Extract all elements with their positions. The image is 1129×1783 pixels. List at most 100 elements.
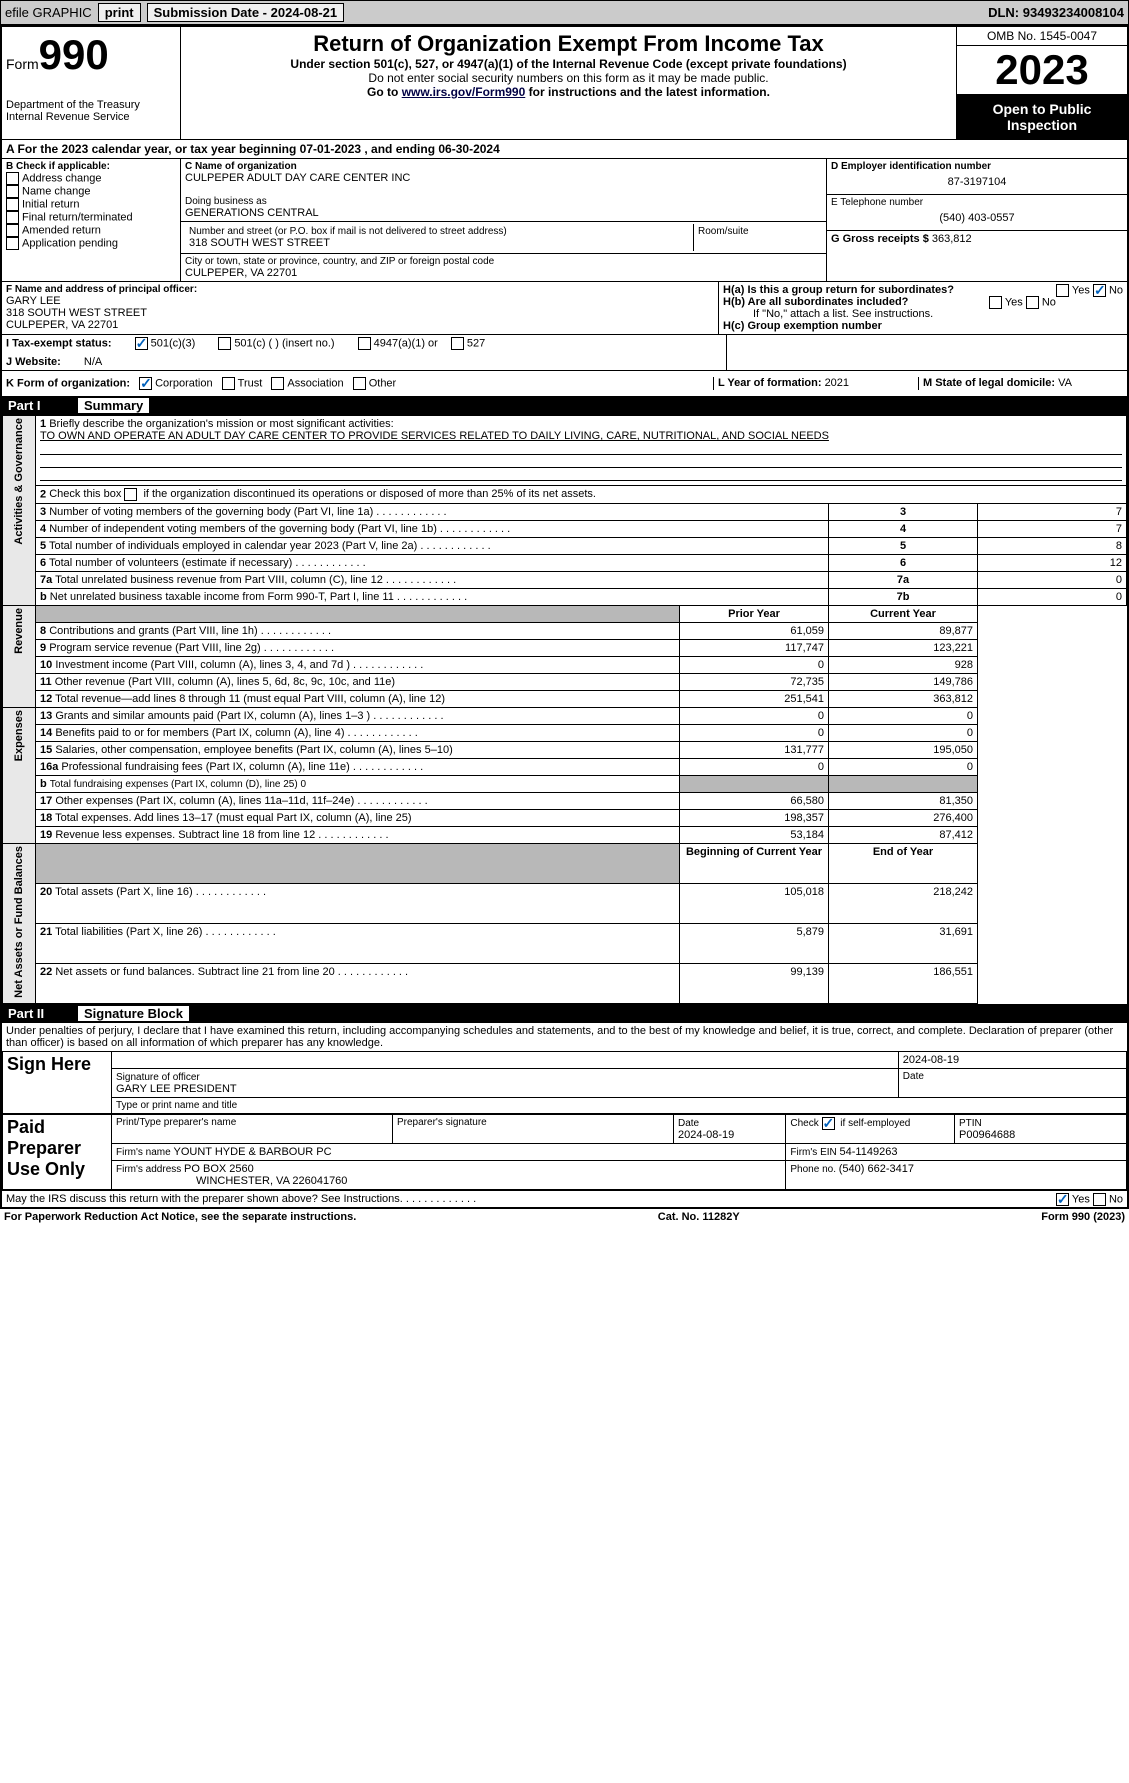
firm-phone-label: Phone no.	[790, 1164, 838, 1175]
address-change-checkbox[interactable]	[6, 172, 19, 185]
line21-prior: 5,879	[680, 923, 829, 963]
line8-prior: 61,059	[680, 623, 829, 640]
ptin-label: PTIN	[959, 1118, 982, 1129]
irs-link[interactable]: www.irs.gov/Form990	[402, 85, 526, 99]
form-header: Form990 Department of the Treasury Inter…	[2, 27, 1127, 139]
submission-date: Submission Date - 2024-08-21	[147, 3, 345, 22]
efile-label: efile GRAPHIC	[5, 5, 92, 20]
ha-yes-checkbox[interactable]	[1056, 284, 1069, 297]
501c-checkbox[interactable]	[218, 337, 231, 350]
4947-checkbox[interactable]	[358, 337, 371, 350]
line2: Check this box if the organization disco…	[49, 488, 596, 500]
initial-return-checkbox[interactable]	[6, 198, 19, 211]
paperwork-notice: For Paperwork Reduction Act Notice, see …	[4, 1211, 356, 1223]
part-2-header: Part II Signature Block	[2, 1004, 1127, 1023]
other-checkbox[interactable]	[353, 377, 366, 390]
preparer-name-label: Print/Type preparer's name	[112, 1114, 393, 1143]
line7a-value: 0	[978, 572, 1127, 589]
h-b: H(b) Are all subordinates included? Yes …	[723, 296, 1123, 308]
street: 318 SOUTH WEST STREET	[189, 237, 689, 249]
form-subtitle-2: Do not enter social security numbers on …	[187, 71, 950, 85]
line8-current: 89,877	[829, 623, 978, 640]
firm-name: YOUNT HYDE & BARBOUR PC	[173, 1146, 331, 1158]
application-pending-checkbox[interactable]	[6, 237, 19, 250]
self-employed-checkbox[interactable]	[822, 1117, 835, 1130]
officer-printed-name: GARY LEE PRESIDENT	[116, 1083, 237, 1095]
501c3-checkbox[interactable]	[135, 337, 148, 350]
line4-value: 7	[978, 521, 1127, 538]
print-button[interactable]: print	[98, 3, 141, 22]
line5-text: Total number of individuals employed in …	[49, 540, 491, 552]
line5-value: 8	[978, 538, 1127, 555]
line13-prior: 0	[680, 708, 829, 725]
ha-no-checkbox[interactable]	[1093, 284, 1106, 297]
officer-name: GARY LEE	[6, 295, 714, 307]
line10-current: 928	[829, 657, 978, 674]
final-return-checkbox[interactable]	[6, 211, 19, 224]
line14-current: 0	[829, 725, 978, 742]
line3-value: 7	[978, 504, 1127, 521]
dba-label: Doing business as	[185, 196, 822, 207]
dba-name: GENERATIONS CENTRAL	[185, 207, 822, 219]
officer-label: F Name and address of principal officer:	[6, 284, 714, 295]
type-name-label: Type or print name and title	[112, 1097, 1127, 1113]
paid-preparer-label: Paid Preparer Use Only	[3, 1114, 112, 1189]
website-row: J Website: N/A	[6, 356, 722, 368]
trust-checkbox[interactable]	[222, 377, 235, 390]
association-checkbox[interactable]	[271, 377, 284, 390]
line22-prior: 99,139	[680, 963, 829, 1003]
summary-table: Activities & Governance 1 Briefly descri…	[2, 415, 1127, 1004]
discuss-yes-checkbox[interactable]	[1056, 1193, 1069, 1206]
officer-addr: 318 SOUTH WEST STREET	[6, 307, 714, 319]
hb-yes-checkbox[interactable]	[989, 296, 1002, 309]
amended-return-checkbox[interactable]	[6, 224, 19, 237]
vlabel-governance: Activities & Governance	[13, 418, 25, 545]
line14-text: Benefits paid to or for members (Part IX…	[55, 727, 418, 739]
line15-prior: 131,777	[680, 742, 829, 759]
line3-text: Number of voting members of the governin…	[49, 506, 446, 518]
line17-current: 81,350	[829, 793, 978, 810]
preparer-table: Paid Preparer Use Only Print/Type prepar…	[2, 1114, 1127, 1190]
line6-text: Total number of volunteers (estimate if …	[49, 557, 366, 569]
preparer-sig-label: Preparer's signature	[393, 1114, 674, 1143]
h-b-note: If "No," attach a list. See instructions…	[723, 308, 1123, 320]
line11-prior: 72,735	[680, 674, 829, 691]
form-page-label: Form 990 (2023)	[1041, 1211, 1125, 1223]
line16a-prior: 0	[680, 759, 829, 776]
tax-exempt-status: I Tax-exempt status: 501(c)(3) 501(c) ( …	[6, 337, 722, 350]
form-subtitle-1: Under section 501(c), 527, or 4947(a)(1)…	[187, 57, 950, 71]
sig-officer-label: Signature of officer	[116, 1072, 200, 1083]
form-of-org-row: K Form of organization: Corporation Trus…	[6, 377, 713, 390]
phone: (540) 403-0557	[831, 208, 1123, 228]
line7b-value: 0	[978, 589, 1127, 606]
part-1-header: Part I Summary	[2, 396, 1127, 415]
line20-prior: 105,018	[680, 883, 829, 923]
line6-value: 12	[978, 555, 1127, 572]
line17-prior: 66,580	[680, 793, 829, 810]
discontinued-checkbox[interactable]	[124, 488, 137, 501]
line11-text: Other revenue (Part VIII, column (A), li…	[55, 676, 395, 688]
firm-ein: 54-1149263	[840, 1146, 898, 1158]
perjury-statement: Under penalties of perjury, I declare th…	[2, 1023, 1127, 1051]
line18-prior: 198,357	[680, 810, 829, 827]
line7b-text: Net unrelated business taxable income fr…	[50, 591, 467, 603]
hb-no-checkbox[interactable]	[1026, 296, 1039, 309]
form-number: Form990	[6, 31, 176, 79]
line17-text: Other expenses (Part IX, column (A), lin…	[55, 795, 427, 807]
form-990: Form990 Department of the Treasury Inter…	[0, 25, 1129, 1209]
discuss-no-checkbox[interactable]	[1093, 1193, 1106, 1206]
line9-prior: 117,747	[680, 640, 829, 657]
firm-name-label: Firm's name	[116, 1147, 173, 1158]
line13-text: Grants and similar amounts paid (Part IX…	[55, 710, 443, 722]
signature-table: Sign Here 2024-08-19 Signature of office…	[2, 1051, 1127, 1114]
line16a-current: 0	[829, 759, 978, 776]
corporation-checkbox[interactable]	[139, 377, 152, 390]
firm-phone: (540) 662-3417	[839, 1163, 914, 1175]
year-formation: L Year of formation: 2021	[713, 377, 918, 390]
name-change-checkbox[interactable]	[6, 185, 19, 198]
h-a: H(a) Is this a group return for subordin…	[723, 284, 1123, 296]
line15-text: Salaries, other compensation, employee b…	[55, 744, 452, 756]
line8-text: Contributions and grants (Part VIII, lin…	[49, 625, 331, 637]
date-label: Date	[898, 1068, 1126, 1097]
527-checkbox[interactable]	[451, 337, 464, 350]
